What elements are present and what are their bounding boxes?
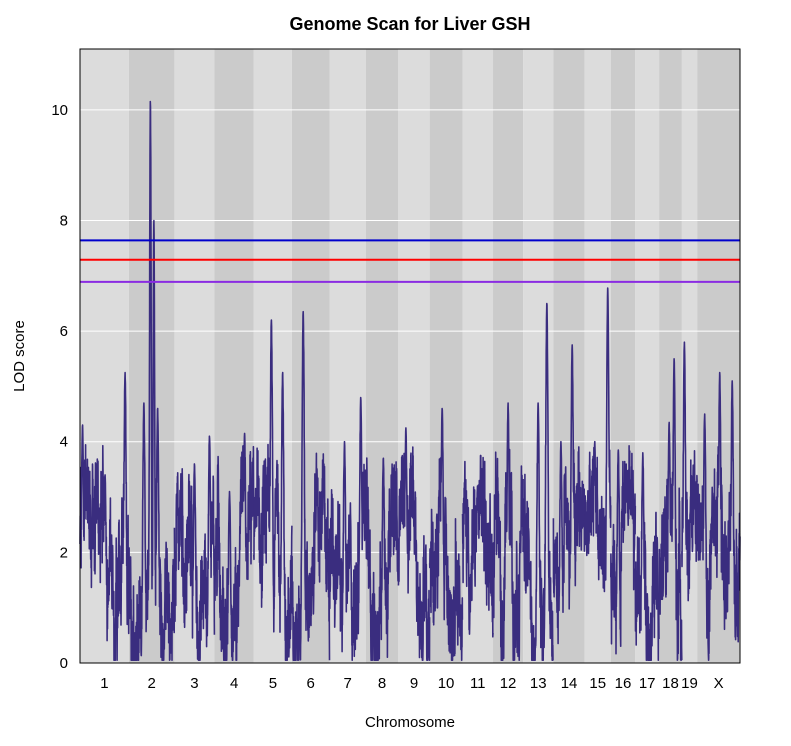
lod-curve-chr-16 xyxy=(609,444,637,655)
x-tick-label-chr-3: 3 xyxy=(190,675,198,692)
x-tick-label-chr-15: 15 xyxy=(589,675,606,692)
x-tick-label-chr-6: 6 xyxy=(307,675,315,692)
x-tick-label-chr-18: 18 xyxy=(662,675,679,692)
x-tick-label-chr-9: 9 xyxy=(410,675,418,692)
x-tick-label-chr-5: 5 xyxy=(269,675,277,692)
lod-curve-chr-8 xyxy=(364,457,400,662)
y-tick-label: 8 xyxy=(60,212,68,229)
lod-curve-chr-14 xyxy=(552,344,586,645)
x-tick-label-chr-11: 11 xyxy=(470,675,486,692)
x-tick-label-chr-12: 12 xyxy=(500,675,517,692)
lod-curve-chr-17 xyxy=(634,451,660,662)
lod-curve-chr-13 xyxy=(522,302,554,662)
y-axis-ticks: 0 2 4 6 8 10 xyxy=(51,102,68,672)
lod-curve-chr-11 xyxy=(461,454,494,638)
x-tick-label-chr-17: 17 xyxy=(639,675,656,692)
x-tick-label-chr-19: 19 xyxy=(681,675,698,692)
y-tick-label: 6 xyxy=(60,323,68,340)
lod-curve-chr-18 xyxy=(658,357,683,662)
x-tick-label-chr-2: 2 xyxy=(147,675,155,692)
band-chr-12 xyxy=(493,49,524,663)
lod-curve-chr-6 xyxy=(291,310,331,662)
lod-curve-chr-19 xyxy=(681,341,698,602)
x-tick-label-chr-1: 1 xyxy=(100,675,108,692)
x-axis-ticks: 1 2 3 4 5 6 7 8 9 10 11 12 13 14 15 16 17 18 19 X xyxy=(100,675,723,692)
band-chr-X xyxy=(697,49,740,663)
threshold-lines xyxy=(80,239,740,283)
x-tick-label-chr-4: 4 xyxy=(230,675,238,692)
lod-curve-chr-2 xyxy=(128,100,176,662)
lod-curve-chr-3 xyxy=(173,435,216,662)
x-axis-label: Chromosome xyxy=(365,714,455,731)
lod-curve-chr-15 xyxy=(583,287,612,593)
x-tick-label-chr-10: 10 xyxy=(438,675,455,692)
lod-curve-chr-4 xyxy=(213,432,255,662)
y-tick-label: 0 xyxy=(60,655,68,672)
y-tick-label: 10 xyxy=(51,102,68,119)
lod-curve-layer xyxy=(79,100,741,662)
lod-curve-chr-12 xyxy=(492,402,524,662)
band-chr-6 xyxy=(291,49,330,663)
x-tick-label-chr-X: X xyxy=(714,675,724,692)
y-tick-label: 2 xyxy=(60,544,68,561)
x-tick-label-chr-8: 8 xyxy=(378,675,386,692)
y-axis-label: LOD score xyxy=(11,320,28,392)
lod-curve-chr-1 xyxy=(79,371,130,662)
x-tick-label-chr-7: 7 xyxy=(343,675,351,692)
y-tick-label: 4 xyxy=(60,434,68,451)
lod-curve-chr-7 xyxy=(328,396,367,662)
plot-frame xyxy=(79,48,741,664)
x-tick-label-chr-16: 16 xyxy=(615,675,632,692)
lod-curve-chr-9 xyxy=(397,427,431,662)
x-tick-label-chr-13: 13 xyxy=(530,675,547,692)
chart-title: Genome Scan for Liver GSH xyxy=(289,14,530,34)
lod-curve-chr-X xyxy=(696,371,741,662)
lod-curve-chr-5 xyxy=(253,319,293,662)
lod-curve-chr-10 xyxy=(428,407,464,662)
x-tick-label-chr-14: 14 xyxy=(561,675,578,692)
